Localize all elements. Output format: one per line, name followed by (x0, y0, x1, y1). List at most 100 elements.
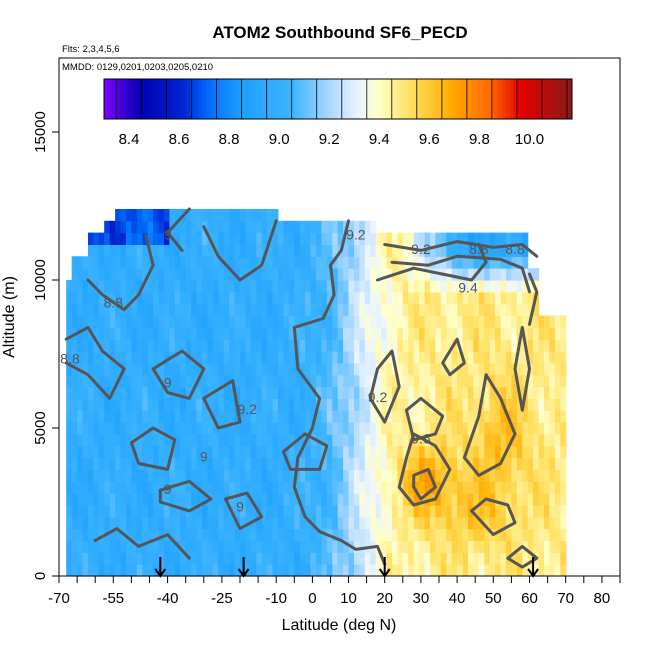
heatmap-cell (522, 362, 529, 376)
heatmap-cell (408, 540, 415, 553)
heatmap-cell (185, 268, 192, 281)
heatmap-cell (560, 339, 567, 352)
heatmap-cell (185, 220, 192, 234)
heatmap-cell (109, 457, 116, 470)
heatmap-cell (288, 505, 295, 518)
heatmap-cell (392, 457, 398, 470)
x-tick-label: 10 (340, 590, 357, 607)
heatmap-cell (93, 505, 100, 518)
x-tick-label: 0 (308, 590, 316, 607)
heatmap-cell (142, 291, 149, 305)
heatmap-cell (180, 528, 187, 541)
heatmap-cell (359, 540, 366, 553)
heatmap-cell (212, 232, 219, 245)
colorbar-tick-label: 8.6 (169, 131, 190, 148)
heatmap-cell (212, 505, 219, 518)
heatmap-cell (218, 398, 225, 411)
heatmap-cell (218, 303, 225, 317)
heatmap-cell (408, 268, 415, 281)
heatmap-cell (511, 398, 518, 411)
heatmap-cell (337, 386, 344, 399)
heatmap-cell (359, 422, 366, 435)
heatmap-cell (82, 315, 89, 328)
heatmap-cell (82, 327, 89, 340)
heatmap-cell (402, 244, 409, 257)
heatmap-cell (354, 540, 360, 553)
heatmap-cell (77, 493, 84, 506)
heatmap-cell (104, 422, 111, 435)
heatmap-cell (272, 303, 279, 317)
heatmap-cell (191, 433, 198, 447)
heatmap-cell (326, 422, 333, 435)
heatmap-cell (332, 493, 339, 506)
heatmap-cell (250, 220, 257, 234)
heatmap-cell (560, 362, 567, 376)
heatmap-cell (207, 315, 214, 328)
heatmap-cell (174, 516, 181, 530)
heatmap-cell (256, 564, 263, 577)
heatmap-cell (446, 374, 453, 388)
heatmap-cell (88, 386, 94, 399)
heatmap-cell (223, 422, 230, 435)
heatmap-cell (256, 280, 263, 293)
heatmap-cell (495, 505, 502, 518)
heatmap-cell (71, 481, 78, 494)
heatmap-cell (419, 303, 426, 317)
heatmap-cell (359, 505, 366, 518)
heatmap-cell (174, 422, 181, 435)
colorbar-segment (396, 79, 401, 119)
heatmap-cell (104, 433, 111, 447)
heatmap-cell (397, 422, 404, 435)
heatmap-cell (158, 398, 165, 411)
heatmap-cell (386, 410, 393, 423)
heatmap-cell (283, 564, 290, 577)
heatmap-cell (82, 433, 89, 447)
colorbar-segment (166, 79, 171, 119)
heatmap-cell (77, 505, 84, 518)
heatmap-cell (511, 422, 518, 435)
heatmap-cell (424, 303, 431, 317)
heatmap-cell (196, 303, 203, 317)
heatmap-cell (131, 469, 138, 482)
heatmap-cell (332, 422, 339, 435)
heatmap-cell (413, 232, 420, 245)
colorbar-segment (224, 79, 230, 119)
colorbar-segment (455, 79, 460, 119)
heatmap-cell (386, 552, 393, 565)
heatmap-cell (218, 505, 225, 518)
heatmap-cell (256, 528, 263, 541)
heatmap-cell (337, 564, 344, 577)
heatmap-cell (288, 280, 295, 293)
heatmap-cell (527, 386, 534, 399)
heatmap-cell (343, 386, 350, 399)
heatmap-cell (408, 339, 415, 352)
heatmap-cell (430, 552, 436, 565)
heatmap-cell (250, 505, 257, 518)
heatmap-cell (337, 505, 344, 518)
heatmap-cell (164, 268, 170, 281)
heatmap-cell (370, 422, 377, 435)
heatmap-cell (71, 303, 78, 317)
heatmap-cell (185, 256, 192, 269)
heatmap-cell (386, 303, 393, 317)
heatmap-cell (267, 209, 274, 222)
heatmap-cell (234, 244, 241, 257)
heatmap-cell (544, 552, 550, 565)
heatmap-cell (424, 481, 431, 494)
heatmap-cell (375, 244, 382, 257)
heatmap-cell (326, 564, 333, 577)
heatmap-cell (332, 374, 339, 388)
heatmap-cell (164, 493, 170, 506)
heatmap-cell (180, 540, 187, 553)
heatmap-cell (511, 528, 518, 541)
heatmap-cell (430, 374, 436, 388)
heatmap-cell (218, 481, 225, 494)
heatmap-cell (538, 505, 545, 518)
heatmap-cell (93, 433, 100, 447)
heatmap-cell (66, 552, 73, 565)
heatmap-cells (66, 209, 567, 577)
heatmap-cell (468, 540, 474, 553)
heatmap-cell (381, 528, 388, 541)
heatmap-cell (71, 469, 78, 482)
heatmap-cell (326, 386, 333, 399)
